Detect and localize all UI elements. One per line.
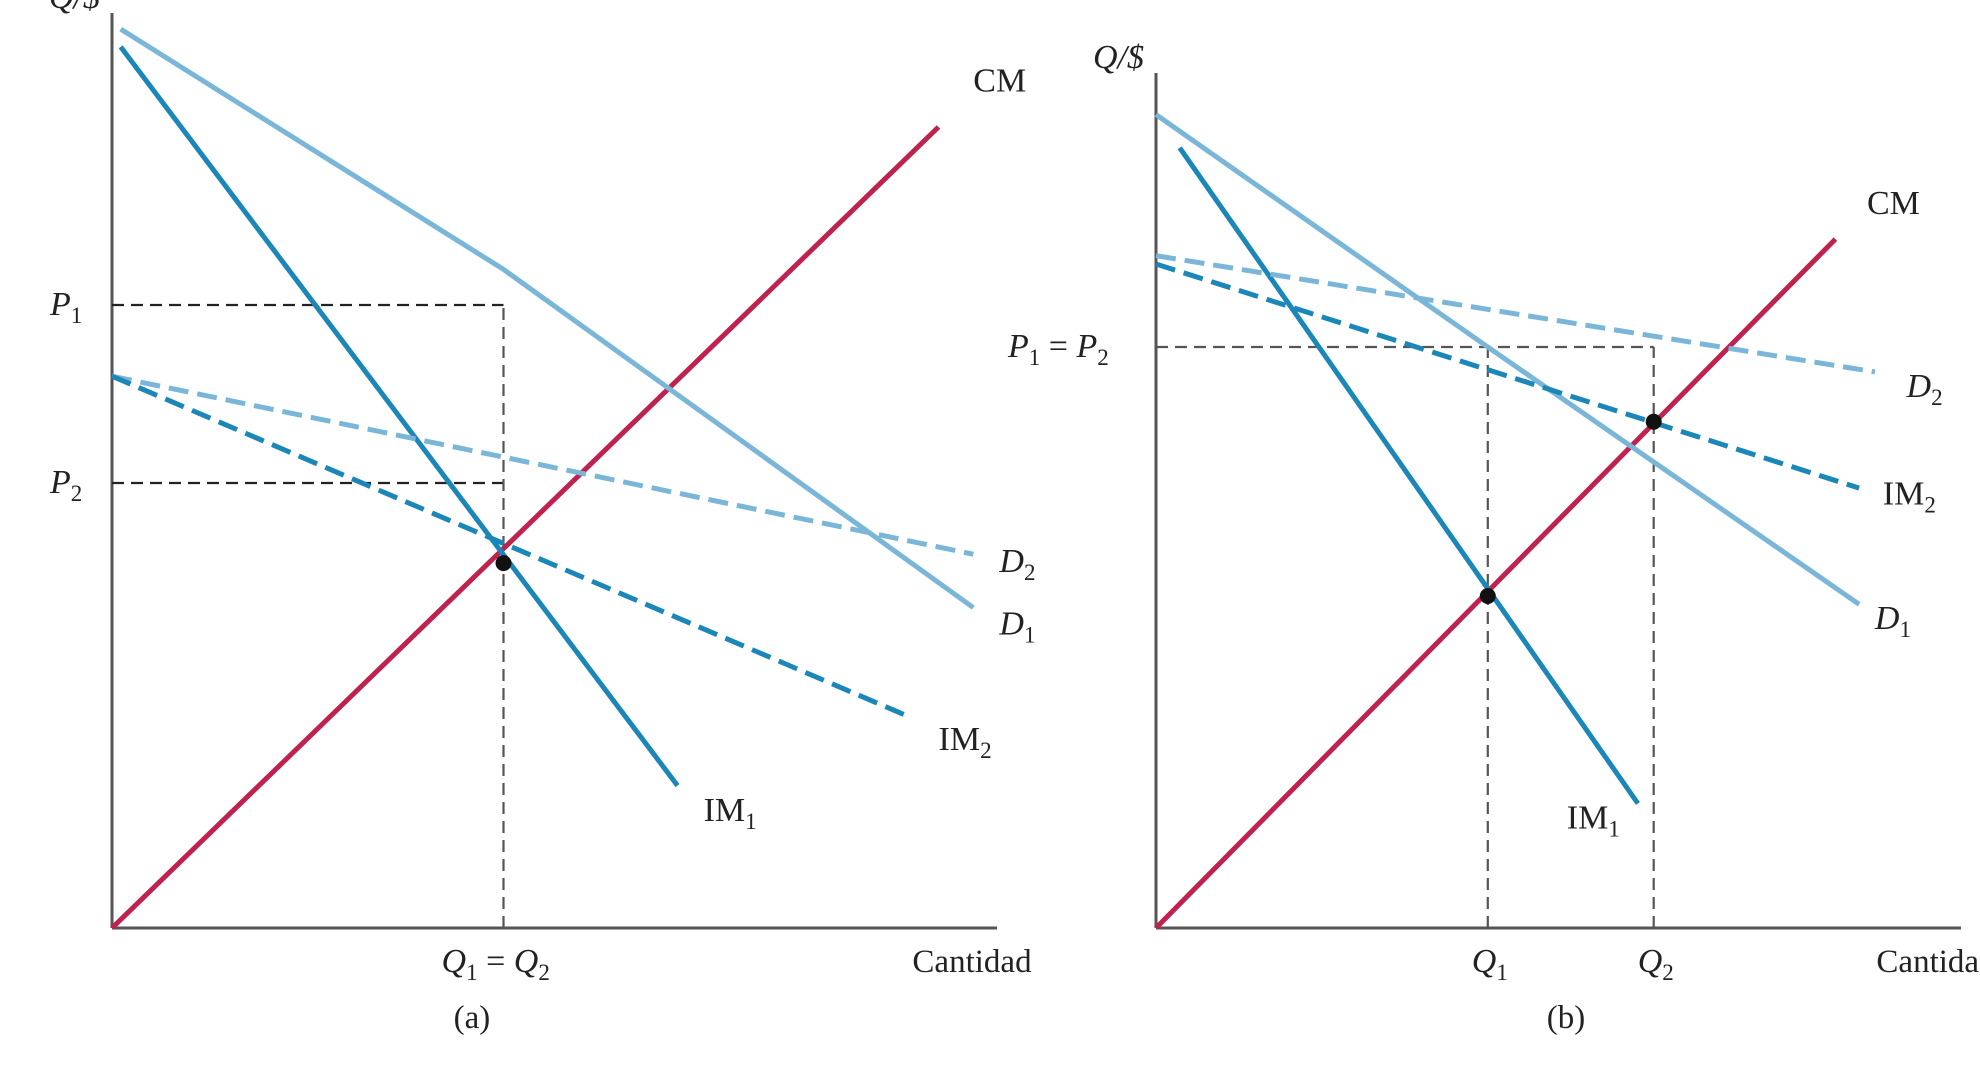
- series-d1-label: D1: [1874, 600, 1911, 642]
- series-im2-label: IM2: [1883, 476, 1936, 518]
- equilibrium-point: [1479, 588, 1496, 604]
- series-d1-line: [1154, 112, 1861, 607]
- series-d2-label: D2: [998, 543, 1035, 585]
- series-d2-line: [1155, 253, 1876, 375]
- x-tick-label: Q2: [1638, 943, 1674, 985]
- series-im1-label: IM1: [704, 792, 757, 834]
- panel-b: CM D1 IM1 D2 IM2 Q/$ Cantidad (b) P1 = P2 Q1 Q2: [1007, 39, 1980, 1036]
- y-tick-label: P1: [49, 286, 82, 328]
- equilibrium-point: [495, 555, 512, 572]
- panel-a: CM D1 IM1 D2 IM2 Q/$ Cantidad (a) P1 P2 Q1 = Q2: [49, 0, 1035, 1036]
- x-tick-label: Q1 = Q2: [442, 943, 550, 985]
- y-tick-label: P1 = P2: [1007, 328, 1109, 370]
- series-cm-label: CM: [1867, 185, 1920, 222]
- series-d1-line: [119, 26, 975, 610]
- series-d1-label: D1: [998, 605, 1035, 647]
- series-cm-line: [1154, 237, 1838, 930]
- y-tick-label: P2: [49, 464, 82, 506]
- x-axis-title: Cantidad: [912, 944, 1032, 980]
- series-cm-line: [110, 125, 941, 930]
- series-d2-line: [111, 373, 974, 557]
- series-cm-label: CM: [973, 62, 1026, 99]
- series-im2-line: [1155, 261, 1860, 491]
- x-tick-label: Q1: [1472, 943, 1508, 985]
- y-axis-title: Q/$: [49, 0, 100, 16]
- series-d2-label: D2: [1906, 368, 1943, 410]
- series-im1-line: [1177, 146, 1640, 805]
- panel-label: (a): [454, 1000, 491, 1036]
- x-axis-title: Cantidad: [1876, 944, 1980, 980]
- panel-label: (b): [1547, 1000, 1585, 1036]
- series-im2-label: IM2: [939, 721, 992, 763]
- series-im1-line: [118, 45, 680, 788]
- y-axis-title: Q/$: [1093, 39, 1144, 76]
- equilibrium-point: [1645, 413, 1662, 430]
- series-im1-label: IM1: [1567, 799, 1620, 841]
